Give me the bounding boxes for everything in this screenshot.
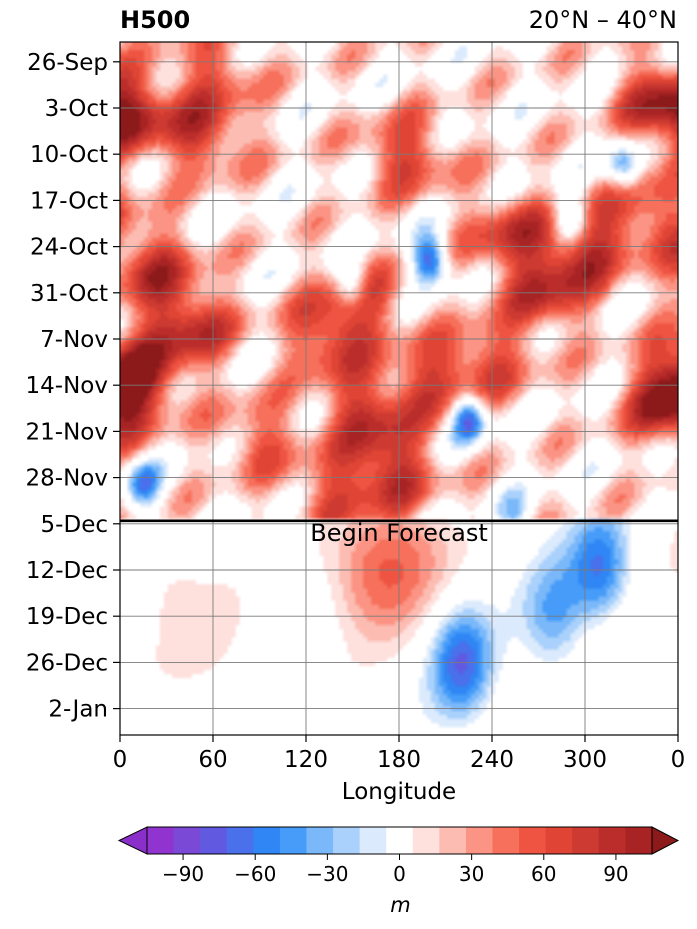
chart-subtitle: 20°N – 40°N — [528, 6, 677, 34]
y-tick-label: 19-Dec — [26, 604, 108, 630]
colorbar-extend-high — [651, 826, 680, 855]
x-tick-label: 240 — [470, 747, 514, 773]
x-tick-label: 60 — [198, 747, 227, 773]
y-tick-label: 3-Oct — [45, 96, 108, 122]
y-tick-label: 2-Jan — [48, 697, 108, 723]
colorbar-segment — [439, 827, 467, 854]
x-tick-label: 0 — [113, 747, 128, 773]
colorbar-tick-label: 60 — [531, 862, 556, 886]
colorbar-extend-low — [117, 826, 148, 855]
colorbar-segment — [598, 827, 626, 854]
x-tick-label: 300 — [563, 747, 607, 773]
y-tick-label: 14-Nov — [26, 373, 108, 399]
colorbar-segment — [492, 827, 520, 854]
colorbar-segment — [253, 827, 281, 854]
y-tick-label: 21-Nov — [26, 419, 108, 445]
colorbar-tick-label: 30 — [459, 862, 484, 886]
colorbar-segment — [625, 827, 653, 854]
y-tick-label: 28-Nov — [26, 466, 108, 492]
colorbar-tick-label: −60 — [234, 862, 276, 886]
colorbar-segment — [200, 827, 228, 854]
plot-frame — [119, 41, 679, 736]
x-axis-label: Longitude — [342, 779, 456, 805]
colorbar-tick-label: 0 — [393, 862, 406, 886]
y-tick-label: 24-Oct — [30, 235, 108, 261]
colorbar-segment — [545, 827, 573, 854]
y-tick-label: 10-Oct — [30, 142, 108, 168]
y-tick-label: 7-Nov — [40, 327, 108, 353]
y-tick-label: 17-Oct — [30, 188, 108, 214]
colorbar-segment — [226, 827, 254, 854]
colorbar-segment — [386, 827, 414, 854]
colorbar-tick-label: 90 — [603, 862, 628, 886]
y-tick-label: 26-Dec — [26, 650, 108, 676]
colorbar-tick-label: −90 — [162, 862, 204, 886]
colorbar-segment — [147, 827, 175, 854]
x-tick-label: 0 — [671, 747, 686, 773]
colorbar-segment — [333, 827, 361, 854]
colorbar-segment — [279, 827, 307, 854]
chart-title: H500 — [120, 6, 191, 34]
colorbar-segment — [572, 827, 600, 854]
y-tick-label: 26-Sep — [27, 50, 108, 76]
colorbar-segment — [412, 827, 440, 854]
colorbar-segment — [306, 827, 334, 854]
colorbar-segment — [173, 827, 201, 854]
x-tick-label: 180 — [377, 747, 421, 773]
x-tick-label: 120 — [284, 747, 328, 773]
colorbar-segment — [465, 827, 494, 854]
y-tick-label: 5-Dec — [41, 512, 108, 538]
colorbar-segment — [359, 827, 387, 854]
colorbar-tick-label: −30 — [306, 862, 348, 886]
y-tick-label: 31-Oct — [30, 281, 108, 307]
forecast-label: Begin Forecast — [310, 519, 488, 547]
colorbar-label: m — [390, 893, 410, 917]
colorbar-segment — [519, 827, 547, 854]
y-tick-label: 12-Dec — [26, 558, 108, 584]
